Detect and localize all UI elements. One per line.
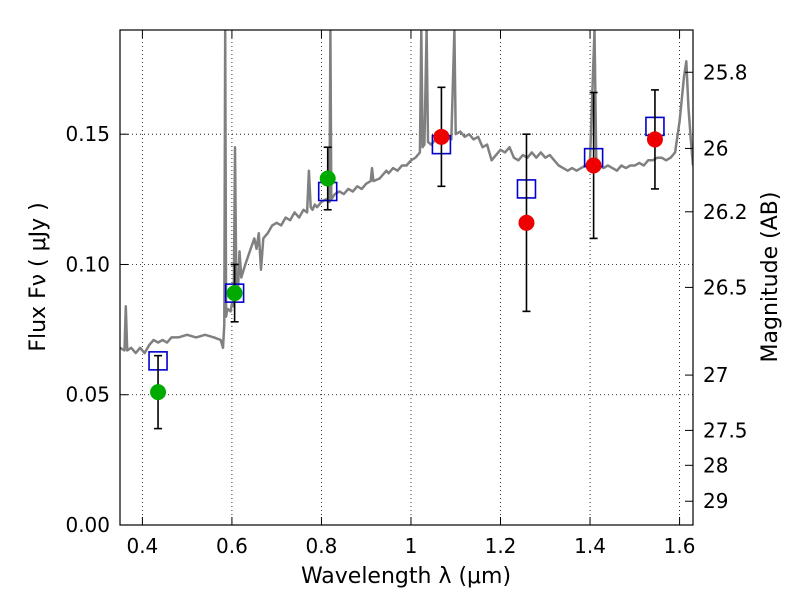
plot-frame [119, 29, 694, 526]
x-tick-label: 0.8 [306, 534, 338, 558]
observed-point-green [226, 285, 243, 302]
x-tick-label: 1.2 [485, 534, 517, 558]
observed-point-green [150, 384, 167, 401]
model-spectrum-line [120, 30, 693, 355]
observed-point-red [433, 128, 450, 145]
y-axis-label-left: Flux Fν ( μJy ) [26, 202, 51, 351]
observed-point-red [646, 131, 663, 148]
x-axis-label: Wavelength λ (μm) [301, 564, 511, 589]
x-tick-label: 1.6 [664, 534, 696, 558]
y-axis-label-right: Magnitude (AB) [758, 192, 783, 363]
spectrum-layer [120, 30, 693, 355]
y-tick-label: 0.00 [65, 513, 110, 537]
x-tick-label: 0.6 [216, 534, 248, 558]
observed-point-red [518, 214, 535, 231]
right-tick-label: 28 [703, 453, 728, 477]
x-tick-label: 1.4 [574, 534, 606, 558]
axis-ticks: 0.4 0.6 0.8 1 1.2 1.4 1.6 0.00 0.05 0.10 0.15 25.8 2… [65, 30, 748, 558]
x-tick-label: 0.4 [126, 534, 158, 558]
right-tick-label: 29 [703, 489, 728, 513]
x-tick-label: 1 [405, 534, 418, 558]
right-tick-label: 26.2 [703, 200, 748, 224]
y-tick-label: 0.05 [65, 383, 110, 407]
right-tick-label: 27.5 [703, 418, 748, 442]
right-tick-label: 26.5 [703, 275, 748, 299]
observed-point-green [319, 170, 336, 187]
right-tick-label: 26 [703, 136, 728, 160]
y-tick-label: 0.10 [65, 252, 110, 276]
grid-lines [120, 30, 693, 526]
data-markers [148, 86, 665, 430]
right-tick-label: 25.8 [703, 60, 748, 84]
y-tick-label: 0.15 [65, 122, 110, 146]
right-tick-label: 27 [703, 363, 728, 387]
observed-point-red [585, 157, 602, 174]
